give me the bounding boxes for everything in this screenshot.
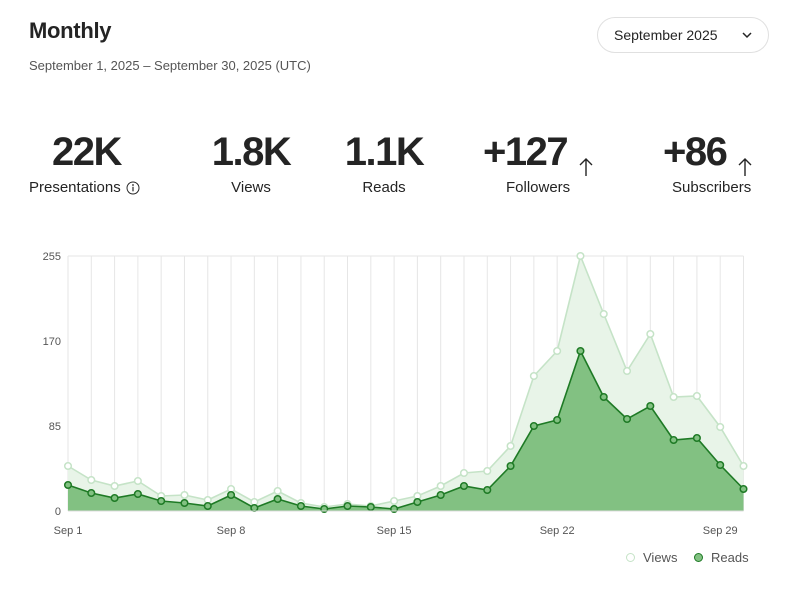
stat-value: 1.1K [344,130,425,174]
views-point [646,329,655,339]
reads-legend-marker [694,553,703,562]
reads-point [110,493,119,503]
stat-presentations: 22K Presentations [29,128,169,196]
reads-point [296,501,305,511]
views-point [180,490,189,500]
views-point [133,476,142,486]
reads-area [68,351,744,511]
stat-value: +86 [663,130,728,174]
views-point [63,461,73,471]
stat-reads: 1.1K Reads [344,128,425,196]
x-tick-label: Sep 8 [217,525,246,537]
views-point [669,392,678,402]
reads-point [87,488,96,498]
page-title: Monthly [29,18,112,43]
reads-point [436,490,445,500]
info-icon[interactable] [126,181,140,195]
reads-point [366,502,375,512]
stat-value: 22K [52,130,122,174]
stat-views: 1.8K Views [211,128,292,196]
x-tick-label: Sep 1 [54,525,83,537]
legend-label: Reads [711,550,749,565]
reads-point [180,498,189,508]
views-point [459,468,469,478]
month-select-value: September 2025 [614,27,718,43]
views-point [529,371,538,381]
y-tick-label: 255 [43,251,61,263]
views-point [273,486,282,496]
views-point [390,496,399,506]
views-point [110,481,119,491]
reads-point [157,496,166,506]
month-select[interactable]: September 2025 [597,17,769,53]
arrow-up-icon [577,141,595,176]
views-point [716,422,725,432]
legend-reads: Reads [694,550,749,565]
chevron-down-icon [740,28,754,42]
stat-value: 1.8K [211,130,292,174]
stat-followers: +127 Followers [483,128,603,196]
reads-point [63,480,73,490]
reads-point [203,501,212,511]
reads-point [599,392,608,402]
x-tick-label: Sep 22 [540,525,575,537]
reads-point [133,489,142,499]
reads-point [529,421,538,431]
stat-label: Followers [506,179,571,196]
reads-point [483,485,492,495]
views-point [622,366,632,376]
stat-subscribers: +86 Subscribers [663,128,773,196]
views-point [506,441,515,451]
reads-point [250,503,259,513]
stat-label: Presentations [29,179,121,196]
reads-point [343,501,352,511]
reads-point [646,401,655,411]
reads-point [227,490,236,500]
reads-point [716,460,725,470]
x-tick-label: Sep 29 [703,525,738,537]
views-point [576,251,585,261]
stat-value: +127 [483,130,569,174]
views-point [483,466,492,476]
reads-point [413,497,422,507]
reads-point [576,346,585,356]
y-tick-label: 170 [43,336,61,348]
reads-point [669,435,678,445]
legend-views: Views [626,550,677,565]
y-tick-label: 0 [55,506,61,518]
reads-point [273,494,282,504]
reads-point [739,484,748,494]
reads-point [622,414,632,424]
views-point [739,461,748,471]
views-point [87,475,96,485]
reads-point [553,415,562,425]
stat-label: Views [231,179,271,196]
legend-label: Views [643,550,678,565]
views-legend-marker [626,553,635,562]
arrow-up-icon [736,141,754,176]
reads-point [692,433,701,443]
views-point [692,391,701,401]
x-tick-label: Sep 15 [377,525,412,537]
date-range: September 1, 2025 – September 30, 2025 (… [29,58,311,73]
reads-point [459,481,469,491]
reads-point [506,461,515,471]
views-point [553,346,562,356]
views-point [436,481,445,491]
y-tick-label: 85 [49,421,61,433]
stat-label: Subscribers [672,179,752,196]
stat-label: Reads [362,179,406,196]
views-point [599,309,608,319]
